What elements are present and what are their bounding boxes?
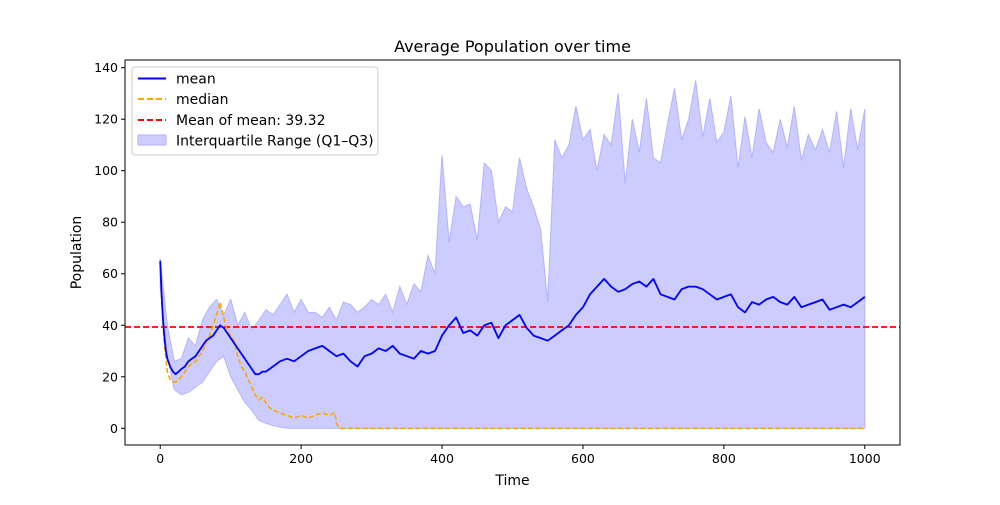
y-tick-label: 120 [94,112,118,127]
y-tick-label: 100 [94,163,118,178]
x-axis-label: Time [494,473,529,489]
legend: mean median Mean of mean: 39.32 Interqua… [131,66,379,156]
plot-frame [124,59,901,446]
legend-frame [131,66,379,156]
y-tick-label: 60 [102,266,118,281]
y-tick-label: 20 [102,369,118,384]
y-tick-label: 140 [94,60,118,75]
y-axis-label: Population [69,216,85,290]
x-tick-label: 0 [156,451,164,466]
mean-line [159,260,866,376]
median-line [159,263,865,430]
plot-area [125,80,900,430]
y-tick-label: 80 [102,215,118,230]
y-tick-label: 0 [110,421,118,436]
legend-label-median: median [176,92,228,108]
iqr-band [159,80,866,429]
y-axis: 0 20 40 60 80 100 120 140 [94,60,125,436]
y-tick-label: 40 [102,318,118,333]
legend-label-iqr: Interquartile Range (Q1–Q3) [176,134,374,150]
x-tick-label: 600 [571,451,595,466]
x-tick-label: 1000 [849,451,881,466]
x-tick-label: 400 [430,451,454,466]
x-axis: 0 200 400 600 800 1000 [156,445,881,466]
chart-title: Average Population over time [394,37,631,56]
legend-label-mean: mean [176,72,216,88]
legend-label-mean-of-mean: Mean of mean: 39.32 [176,113,326,129]
legend-swatch-iqr [137,134,167,146]
x-tick-label: 200 [289,451,313,466]
x-tick-label: 800 [712,451,736,466]
